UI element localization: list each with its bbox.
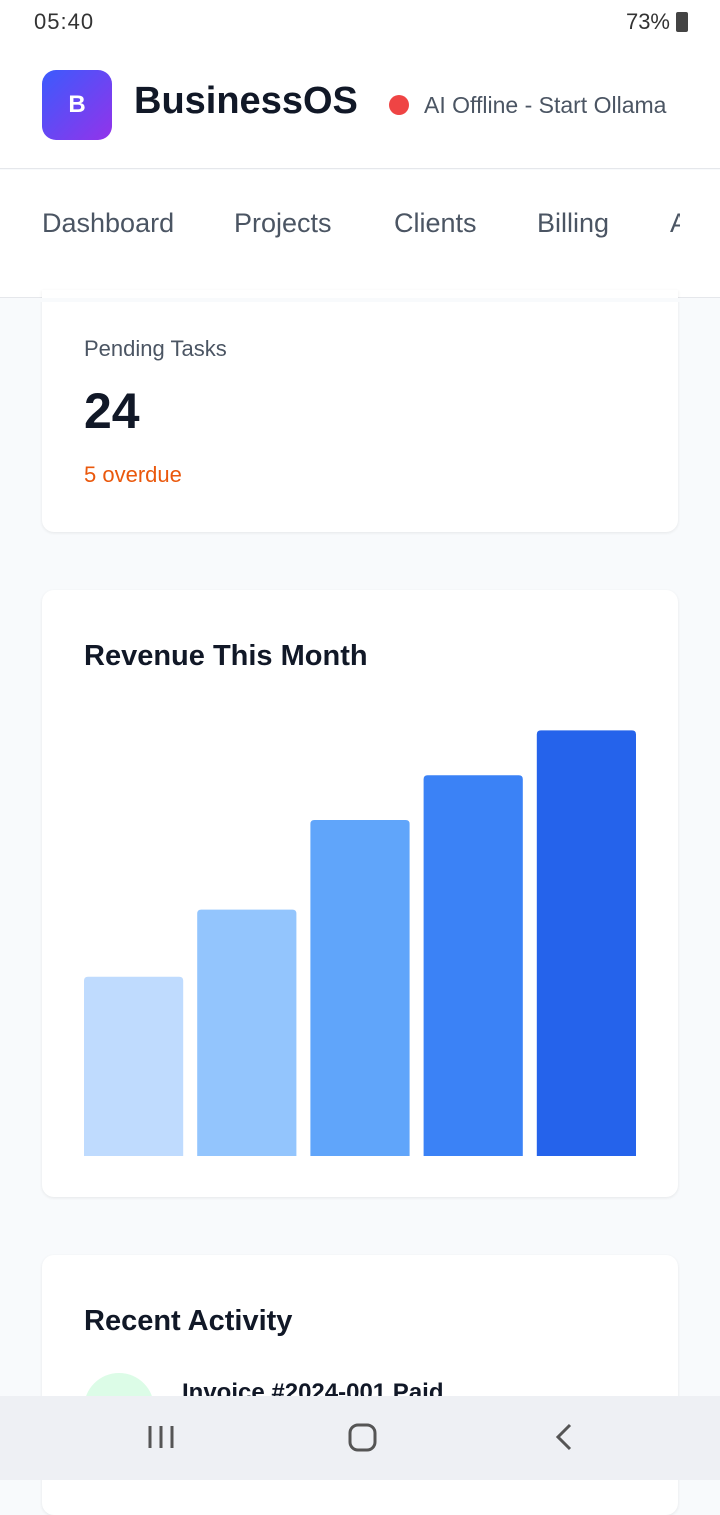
chart bbox=[84, 730, 636, 1156]
system-nav-icons bbox=[148, 1423, 572, 1452]
tab[interactable]: Dashboard bbox=[42, 208, 175, 238]
bar bbox=[84, 976, 184, 1156]
bar bbox=[536, 730, 636, 1156]
status-dot bbox=[389, 95, 409, 115]
ai-status[interactable]: AI Offline - Start Ollama bbox=[424, 92, 667, 118]
battery-icon bbox=[676, 12, 688, 32]
tab[interactable]: A bbox=[670, 208, 680, 238]
header: B BusinessOS AI Offline - Start Ollama bbox=[0, 50, 720, 169]
card-note: 5 overdue bbox=[84, 462, 182, 487]
screen: {"status_bar": {"time": "05:40", "batter… bbox=[0, 0, 720, 1480]
activity-title: Recent Activity bbox=[84, 1305, 293, 1337]
bar bbox=[423, 775, 523, 1156]
tab[interactable]: Projects bbox=[234, 208, 332, 238]
tab-clip: A bbox=[660, 208, 680, 248]
logo[interactable]: B bbox=[42, 70, 112, 140]
scroll-edge bbox=[0, 298, 720, 302]
tab[interactable]: Billing bbox=[537, 208, 610, 238]
bar bbox=[197, 909, 297, 1156]
pending-card: Pending Tasks 24 5 overdue bbox=[42, 290, 678, 532]
battery: 73% bbox=[625, 9, 670, 34]
tab[interactable]: Clients bbox=[394, 208, 477, 238]
chart-title: Revenue This Month bbox=[84, 640, 368, 672]
card-value: 24 bbox=[84, 383, 140, 439]
bar bbox=[310, 820, 410, 1156]
clock: 05:40 bbox=[34, 9, 95, 34]
card-label: Pending Tasks bbox=[84, 336, 227, 361]
status-bar: 05:40 73% bbox=[0, 0, 720, 50]
system-nav bbox=[0, 1396, 720, 1480]
app-title: BusinessOS bbox=[134, 80, 358, 122]
nav-tabs: Dashboard Projects Clients Billing A bbox=[0, 170, 720, 298]
